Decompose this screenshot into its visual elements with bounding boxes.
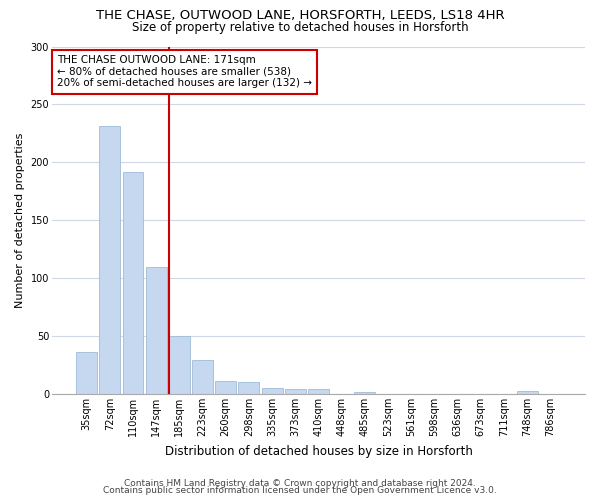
Y-axis label: Number of detached properties: Number of detached properties [15,132,25,308]
Text: THE CHASE OUTWOOD LANE: 171sqm
← 80% of detached houses are smaller (538)
20% of: THE CHASE OUTWOOD LANE: 171sqm ← 80% of … [57,55,312,88]
Bar [215,382,236,394]
Bar [76,352,97,394]
Text: THE CHASE, OUTWOOD LANE, HORSFORTH, LEEDS, LS18 4HR: THE CHASE, OUTWOOD LANE, HORSFORTH, LEED… [95,9,505,22]
Bar [308,390,329,394]
Bar [146,266,167,394]
Bar [169,336,190,394]
Bar [285,390,306,394]
Text: Contains HM Land Registry data © Crown copyright and database right 2024.: Contains HM Land Registry data © Crown c… [124,478,476,488]
Bar [262,388,283,394]
Bar [517,390,538,394]
Bar [238,382,259,394]
Text: Contains public sector information licensed under the Open Government Licence v3: Contains public sector information licen… [103,486,497,495]
Bar [355,392,375,394]
Bar [192,360,213,394]
Text: Size of property relative to detached houses in Horsforth: Size of property relative to detached ho… [131,21,469,34]
Bar [122,172,143,394]
X-axis label: Distribution of detached houses by size in Horsforth: Distribution of detached houses by size … [164,444,472,458]
Bar [100,126,120,394]
